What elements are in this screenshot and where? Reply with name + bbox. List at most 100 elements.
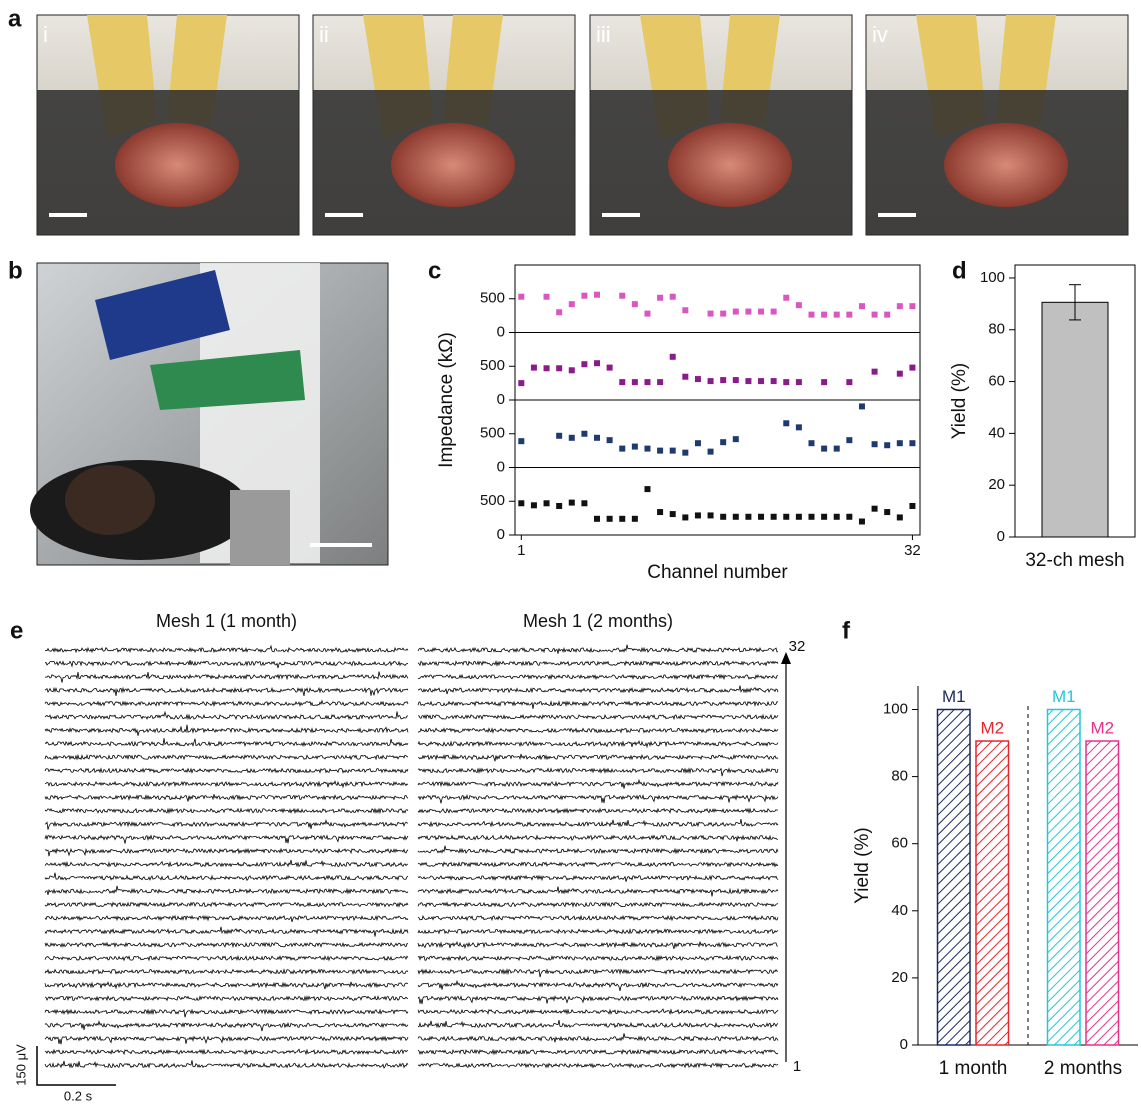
photo-label: iv <box>872 22 888 47</box>
y-tick-label: 500 <box>480 290 505 307</box>
error-bar <box>1069 284 1081 321</box>
y-tick-label: 100 <box>883 700 908 717</box>
trace <box>417 807 778 815</box>
marker <box>884 442 891 449</box>
trace <box>44 671 409 683</box>
marker <box>568 367 575 374</box>
scale-bar <box>49 213 87 217</box>
marker <box>518 380 525 387</box>
marker <box>631 301 638 308</box>
marker <box>631 443 638 450</box>
marker <box>884 509 891 516</box>
trace <box>417 914 779 922</box>
marker <box>795 513 802 520</box>
marker <box>556 502 563 509</box>
marker <box>758 378 765 385</box>
trace <box>44 1048 409 1056</box>
y-tick-label: 500 <box>480 492 505 509</box>
scale-bar <box>36 1046 116 1086</box>
marker <box>846 311 853 318</box>
trace-title: Mesh 1 (2 months) <box>523 611 673 631</box>
panel-label: b <box>8 257 23 284</box>
marker <box>770 378 777 385</box>
trace <box>44 818 409 830</box>
photo: iv <box>865 14 1129 236</box>
marker <box>909 440 916 447</box>
marker <box>896 370 903 377</box>
channel-label: 1 <box>793 1058 801 1075</box>
photo <box>30 262 389 566</box>
brain <box>391 123 515 207</box>
trace <box>44 859 409 868</box>
panel-label: a <box>8 5 22 32</box>
scale-label: 0.2 s <box>64 1088 93 1103</box>
trace <box>44 644 409 654</box>
marker <box>657 294 664 301</box>
bar <box>975 740 1010 1046</box>
marker <box>644 379 651 386</box>
photo: i <box>36 14 300 236</box>
marker <box>795 379 802 386</box>
bar <box>1041 301 1109 538</box>
marker <box>707 378 714 385</box>
trace <box>44 847 409 857</box>
y-tick-label: 0 <box>497 323 505 340</box>
marker <box>619 515 626 522</box>
marker <box>694 376 701 383</box>
trace <box>44 968 409 975</box>
marker <box>808 513 815 520</box>
y-tick-label: 500 <box>480 357 505 374</box>
marker <box>821 513 828 520</box>
panel-label: e <box>10 617 23 644</box>
scale-bar <box>602 213 640 217</box>
marker <box>783 513 790 520</box>
panel-label: c <box>428 257 441 284</box>
marker <box>606 364 613 371</box>
marker <box>644 486 651 493</box>
x-tick-label: 32 <box>904 542 921 559</box>
bar-label: M2 <box>980 719 1004 738</box>
trace <box>44 1060 409 1069</box>
marker <box>707 448 714 455</box>
marker <box>846 513 853 520</box>
marker <box>783 294 790 301</box>
marker <box>568 499 575 506</box>
marker <box>619 379 626 386</box>
marker <box>732 513 739 520</box>
marker <box>858 518 865 525</box>
y-tick-label: 0 <box>900 1036 908 1053</box>
marker <box>669 353 676 360</box>
marker <box>833 311 840 318</box>
marker <box>821 445 828 452</box>
marker <box>594 515 601 522</box>
marker <box>884 311 891 318</box>
marker <box>657 509 664 516</box>
y-tick-label: 40 <box>988 424 1005 441</box>
trace <box>44 1008 409 1018</box>
marker <box>644 310 651 317</box>
marker <box>556 432 563 439</box>
bar-label: M1 <box>1052 687 1076 706</box>
marker <box>581 292 588 299</box>
marker <box>871 441 878 448</box>
marker <box>568 301 575 308</box>
trace <box>417 901 779 908</box>
marker <box>821 311 828 318</box>
marker <box>669 293 676 300</box>
channel-label: 32 <box>789 638 806 655</box>
trace <box>417 778 779 789</box>
trace <box>44 872 409 882</box>
trace <box>44 753 409 761</box>
marker <box>846 437 853 444</box>
trace <box>417 861 779 868</box>
y-tick-label: 80 <box>988 321 1005 338</box>
trace <box>44 1019 409 1032</box>
marker <box>581 430 588 437</box>
trace <box>417 700 779 709</box>
y-tick-label: 60 <box>988 373 1005 390</box>
x-tick-label: 1 <box>517 542 525 559</box>
trace <box>417 940 779 950</box>
panel-label: f <box>842 617 851 644</box>
scale-label: 150 μV <box>13 1044 28 1086</box>
trace <box>417 1008 779 1016</box>
